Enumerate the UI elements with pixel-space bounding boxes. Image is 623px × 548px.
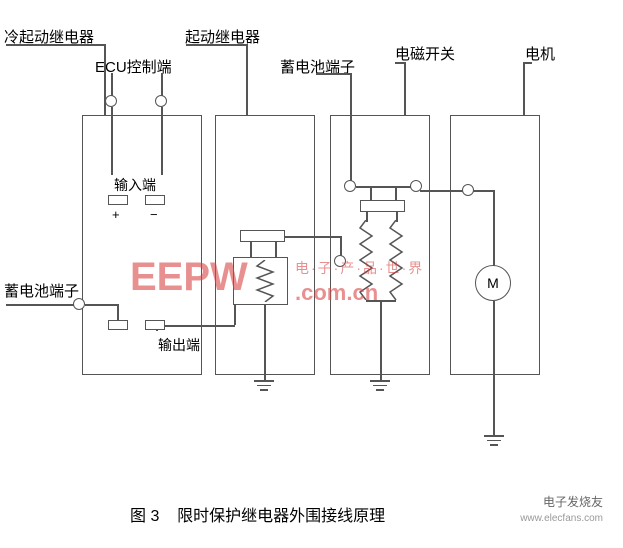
watermark-sub1: 电·子·产·品·世·界 <box>295 258 424 278</box>
em-switch-label: 电磁开关 <box>395 43 455 64</box>
minus-sign: − <box>150 207 158 222</box>
output-end-label: 输出端 <box>158 335 200 355</box>
relay-coil <box>145 195 165 205</box>
ground-icon <box>254 380 274 391</box>
spring-icon <box>255 260 275 302</box>
wire <box>264 305 266 380</box>
plus-sign: + <box>112 207 120 222</box>
relay-coil <box>108 195 128 205</box>
caption-prefix: 图 3 <box>130 508 159 525</box>
wire <box>161 107 163 175</box>
footer-site: 电子发烧友 <box>543 493 603 510</box>
wire <box>275 242 277 257</box>
ground-icon <box>370 380 390 391</box>
wire <box>285 236 340 238</box>
relay-coil <box>145 320 165 330</box>
battery-terminal-left-label: 蓄电池端子 <box>4 280 79 301</box>
wire <box>356 186 416 188</box>
wire <box>380 300 382 380</box>
motor-letter: M <box>487 275 499 291</box>
wire <box>493 190 495 268</box>
leader-line <box>404 62 406 115</box>
wire <box>156 330 158 331</box>
wire <box>250 242 252 257</box>
motor-label: 电机 <box>525 43 555 64</box>
leader-line <box>523 62 525 115</box>
wire <box>366 212 368 222</box>
wire <box>234 305 236 325</box>
terminal-icon <box>462 184 474 196</box>
block-motor <box>450 115 540 375</box>
motor-symbol: M <box>475 265 511 301</box>
terminal-icon <box>410 180 422 192</box>
leader-line <box>246 44 248 115</box>
wire <box>472 190 494 192</box>
ground-icon <box>484 435 504 446</box>
wire <box>117 304 119 320</box>
leader-line <box>316 73 351 75</box>
relay-contacts <box>240 230 285 242</box>
wire <box>370 186 372 200</box>
wire <box>165 325 215 327</box>
terminal-icon <box>155 95 167 107</box>
switch-contacts <box>360 200 405 212</box>
figure-caption: 图 3 限时保护继电器外围接线原理 <box>130 502 385 526</box>
wire <box>215 325 235 327</box>
wire <box>6 304 76 306</box>
wire <box>396 212 398 222</box>
terminal-icon <box>344 180 356 192</box>
wire <box>493 301 495 436</box>
terminal-icon <box>73 298 85 310</box>
caption-text: 限时保护继电器外围接线原理 <box>177 508 385 525</box>
relay-coil <box>108 320 128 330</box>
leader-line <box>524 62 532 64</box>
wire <box>85 304 118 306</box>
wire <box>420 190 465 192</box>
terminal-icon <box>105 95 117 107</box>
watermark-sub2: .com.cn <box>295 280 378 306</box>
wire <box>111 107 113 175</box>
input-end-label: 输入端 <box>114 175 156 195</box>
footer-url: www.elecfans.com <box>520 513 603 524</box>
leader-line <box>186 44 246 46</box>
wire <box>395 186 397 200</box>
leader-line <box>6 44 106 46</box>
